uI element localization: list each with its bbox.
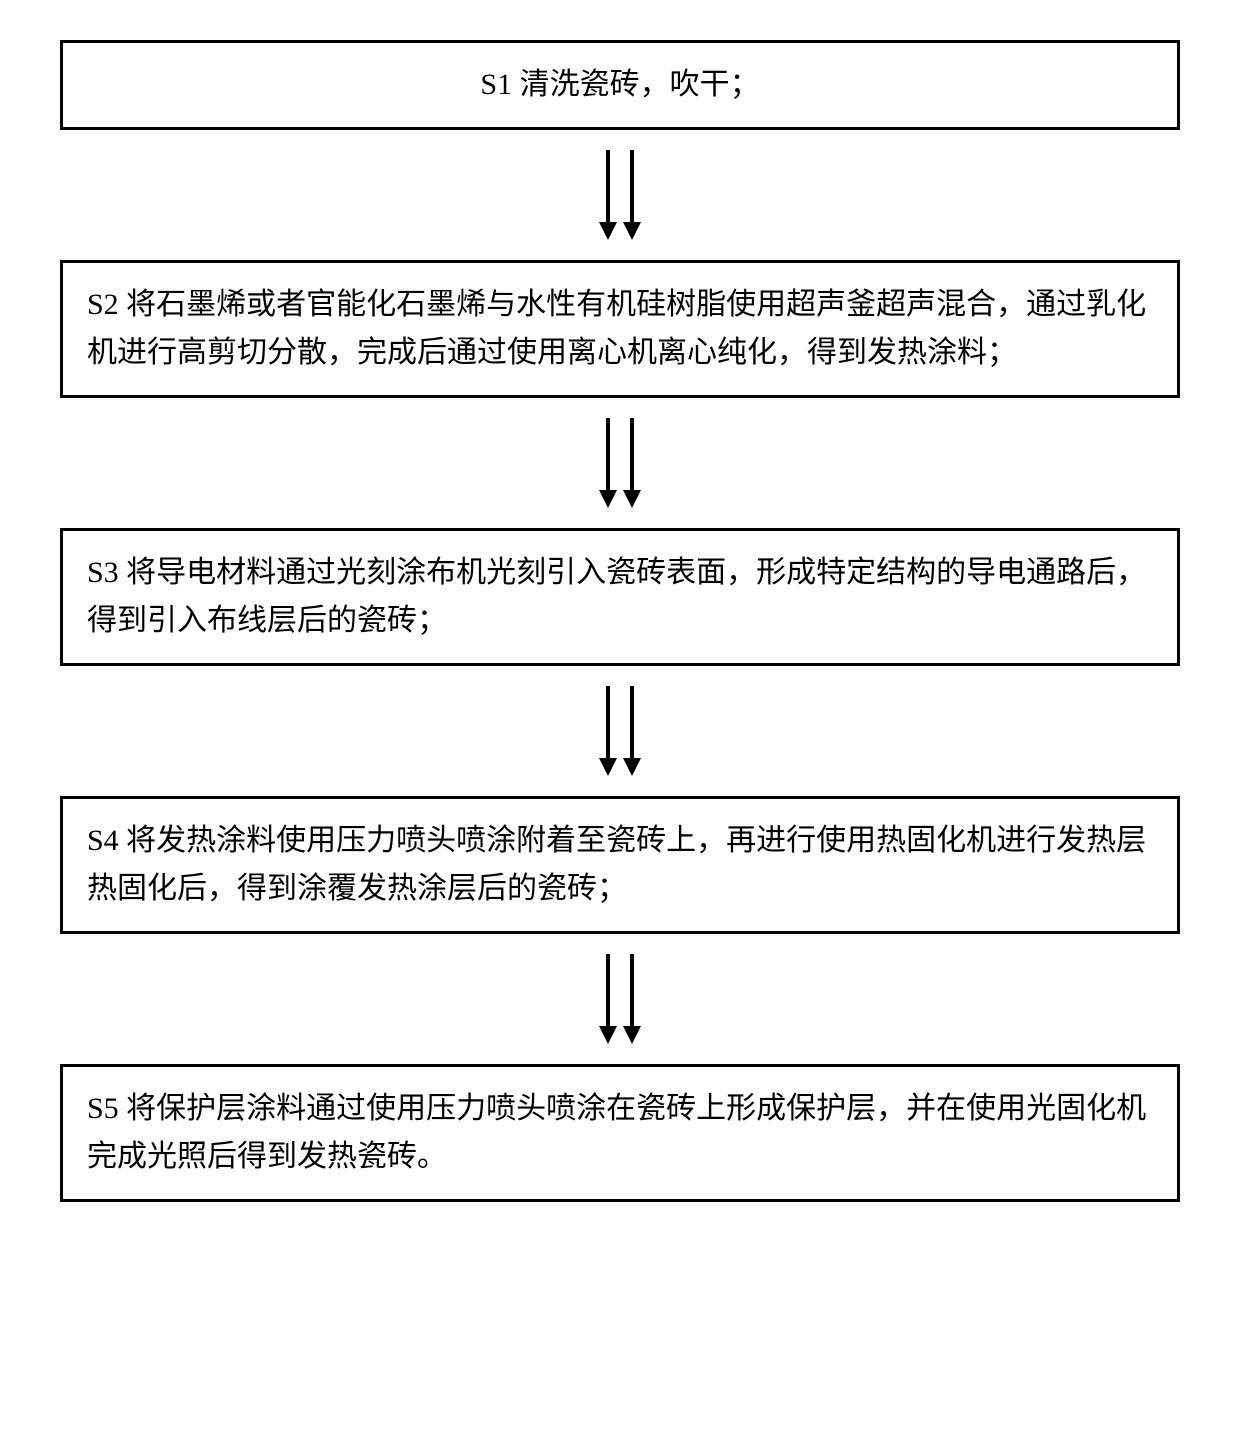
step-text-s5: S5 将保护层涂料通过使用压力喷头喷涂在瓷砖上形成保护层，并在使用光固化机完成光…	[87, 1085, 1153, 1181]
step-box-s1: S1 清洗瓷砖，吹干；	[60, 40, 1180, 130]
step-text-s3: S3 将导电材料通过光刻涂布机光刻引入瓷砖表面，形成特定结构的导电通路后，得到引…	[87, 549, 1153, 645]
step-box-s3: S3 将导电材料通过光刻涂布机光刻引入瓷砖表面，形成特定结构的导电通路后，得到引…	[60, 528, 1180, 666]
step-box-s4: S4 将发热涂料使用压力喷头喷涂附着至瓷砖上，再进行使用热固化机进行发热层热固化…	[60, 796, 1180, 934]
step-box-s5: S5 将保护层涂料通过使用压力喷头喷涂在瓷砖上形成保护层，并在使用光固化机完成光…	[60, 1064, 1180, 1202]
step-text-s1: S1 清洗瓷砖，吹干；	[87, 61, 1153, 109]
step-box-s2: S2 将石墨烯或者官能化石墨烯与水性有机硅树脂使用超声釜超声混合，通过乳化机进行…	[60, 260, 1180, 398]
arrow-icon	[630, 686, 634, 776]
arrow-icon	[630, 418, 634, 508]
arrow-icon	[606, 686, 610, 776]
arrow-icon	[606, 150, 610, 240]
step-text-s2: S2 将石墨烯或者官能化石墨烯与水性有机硅树脂使用超声釜超声混合，通过乳化机进行…	[87, 281, 1153, 377]
arrows-1-2	[606, 130, 634, 260]
flowchart-container: S1 清洗瓷砖，吹干； S2 将石墨烯或者官能化石墨烯与水性有机硅树脂使用超声釜…	[60, 40, 1180, 1202]
arrow-icon	[606, 954, 610, 1044]
arrows-4-5	[606, 934, 634, 1064]
arrow-icon	[630, 150, 634, 240]
arrow-icon	[606, 418, 610, 508]
arrows-3-4	[606, 666, 634, 796]
arrow-icon	[630, 954, 634, 1044]
arrows-2-3	[606, 398, 634, 528]
step-text-s4: S4 将发热涂料使用压力喷头喷涂附着至瓷砖上，再进行使用热固化机进行发热层热固化…	[87, 817, 1153, 913]
